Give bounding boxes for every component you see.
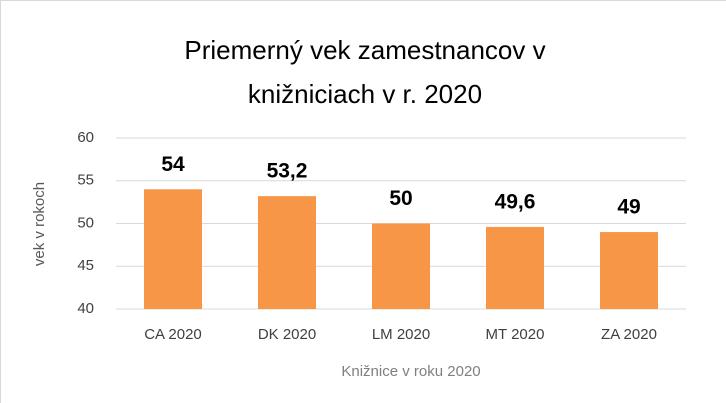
- y-tick-label: 50: [77, 214, 94, 231]
- bar: [372, 223, 430, 309]
- bar: [144, 189, 202, 309]
- data-label: 53,2: [267, 160, 308, 183]
- y-axis-label: vek v rokoch: [31, 182, 48, 266]
- bar: [258, 196, 316, 309]
- bar: [486, 226, 544, 309]
- x-tick-label: ZA 2020: [601, 326, 657, 343]
- x-axis-label: Knižnice v roku 2020: [341, 363, 480, 380]
- bar: [600, 232, 658, 309]
- chart-title: Priemerný vek zamestnancov v: [184, 35, 545, 65]
- data-label: 49: [617, 196, 640, 219]
- y-tick-label: 55: [77, 172, 94, 189]
- data-label: 49,6: [495, 190, 536, 213]
- y-tick-label: 40: [77, 300, 94, 317]
- chart-title: knižniciach v r. 2020: [248, 79, 482, 109]
- x-tick-label: MT 2020: [486, 326, 545, 343]
- x-tick-label: DK 2020: [258, 326, 316, 343]
- x-tick-label: CA 2020: [144, 326, 202, 343]
- data-label: 50: [389, 187, 412, 210]
- y-tick-label: 60: [77, 129, 94, 146]
- data-label: 54: [161, 153, 185, 176]
- x-tick-label: LM 2020: [372, 326, 430, 343]
- y-tick-label: 45: [77, 257, 94, 274]
